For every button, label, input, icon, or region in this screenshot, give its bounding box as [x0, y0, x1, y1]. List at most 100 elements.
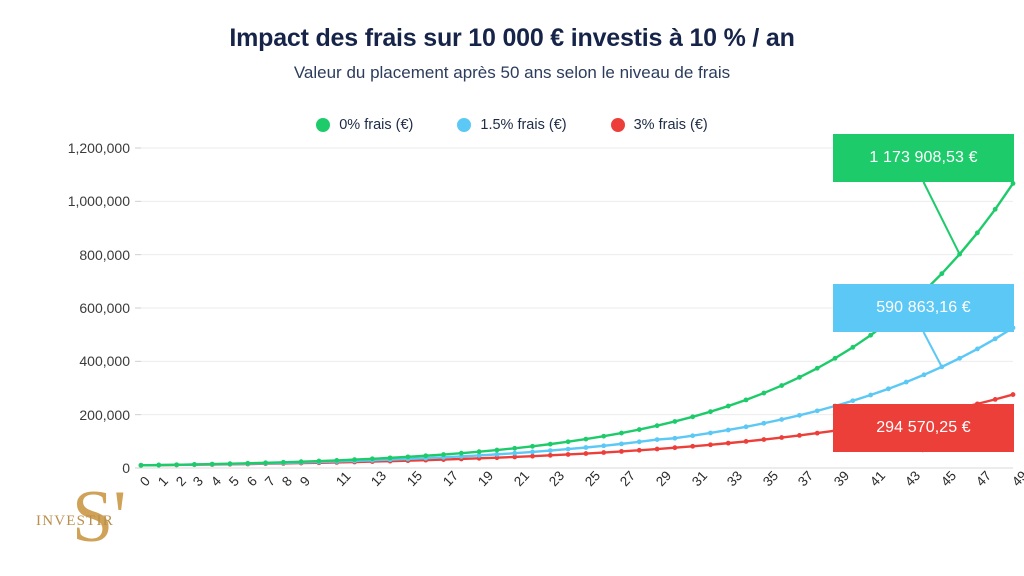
series-point [992, 206, 998, 212]
series-line [139, 182, 1015, 467]
chart-legend: 0% frais (€) 1.5% frais (€) 3% frais (€) [0, 117, 1024, 133]
legend-swatch-green [316, 118, 331, 132]
value-callout-1: 1 173 908,53 € [833, 134, 1014, 182]
series-point [458, 450, 464, 456]
x-tick-label: 49 [1009, 468, 1024, 490]
series-point [636, 439, 642, 445]
series-point [814, 408, 820, 414]
series-point [654, 423, 660, 429]
x-tick-label: 27 [617, 468, 639, 490]
series-point [654, 437, 660, 442]
y-tick-label: 800,000 [79, 246, 130, 263]
series-point [227, 461, 233, 467]
series-point [672, 435, 678, 441]
legend-label-15-frais: 1.5% frais (€) [480, 117, 567, 133]
series-point [209, 461, 215, 467]
x-tick-label: 4 [208, 473, 225, 490]
legend-item-3-frais[interactable]: 3% frais (€) [610, 117, 708, 133]
series-point [494, 451, 500, 457]
x-tick-label: 7 [261, 473, 278, 490]
series-point [797, 433, 802, 438]
x-tick-label: 13 [368, 468, 390, 490]
series-point [583, 445, 589, 450]
series-point [547, 452, 553, 458]
series-point [725, 440, 731, 446]
series-point [619, 441, 624, 447]
series-point [441, 452, 446, 457]
series-point [708, 442, 713, 448]
series-point [743, 424, 749, 430]
series-point [636, 427, 642, 432]
series-point [797, 374, 802, 380]
series-point [921, 372, 927, 378]
chart-subtitle: Valeur du placement après 50 ans selon l… [293, 62, 731, 82]
x-tick-label: 8 [279, 473, 296, 490]
x-tick-label: 9 [297, 473, 314, 490]
series-point [779, 383, 785, 388]
x-tick-label: 35 [759, 468, 782, 490]
y-axis: 0 200,000 400,000 600,000 800,000 1,000,000 1,… [30, 0, 130, 576]
series-point [654, 446, 660, 452]
series-point [583, 451, 589, 456]
x-tick-label: 17 [439, 468, 461, 490]
series-point [797, 412, 802, 418]
series-point [547, 448, 553, 453]
series-point [832, 355, 838, 361]
series-point [761, 390, 767, 396]
series-point [672, 445, 678, 451]
x-tick-label: 45 [937, 468, 960, 490]
series-point [725, 403, 731, 409]
chart-title: Impact des frais sur 10 000 € investis à… [229, 24, 795, 52]
x-tick-label: 39 [831, 468, 853, 490]
series-point [992, 336, 998, 342]
brand-logo: S' INVESTIR [34, 480, 154, 560]
series-point [476, 449, 482, 455]
legend-item-15-frais[interactable]: 1.5% frais (€) [457, 117, 567, 133]
x-tick-label: 1 [154, 473, 171, 490]
series-point [530, 453, 535, 459]
series-point [779, 435, 785, 440]
series-point [476, 453, 482, 458]
series-point [708, 409, 713, 415]
x-tick-label: 41 [866, 468, 888, 490]
x-tick-label: 31 [688, 468, 710, 490]
series-point [1010, 392, 1016, 397]
y-tick-label: 1,000,000 [67, 193, 130, 210]
series-point [174, 462, 179, 468]
series-point [530, 443, 535, 449]
series-point [334, 457, 340, 463]
value-callout-3: 294 570,25 € [833, 404, 1014, 452]
brand-logo-text: INVESTIR [36, 513, 114, 529]
legend-swatch-red [610, 118, 625, 132]
x-tick-label: 25 [581, 468, 604, 490]
series-point [743, 438, 749, 444]
series-point [565, 439, 571, 445]
series-point [280, 459, 286, 465]
x-tick-label: 29 [653, 468, 675, 490]
series-point [512, 454, 518, 460]
series-point [761, 420, 767, 426]
series-point [138, 462, 144, 468]
series-point [886, 386, 891, 392]
legend-swatch-blue [457, 118, 472, 132]
series-point [565, 446, 571, 452]
x-tick-label: 11 [332, 468, 354, 490]
series-point [975, 346, 980, 352]
series-point [316, 458, 322, 464]
value-callout-2: 590 863,16 € [833, 284, 1014, 332]
series-point [672, 419, 678, 424]
series-point [690, 433, 696, 439]
series-point [690, 443, 696, 449]
x-tick-label: 2 [172, 473, 189, 490]
series-point [512, 450, 518, 456]
series-point [405, 454, 411, 460]
x-tick-label: 15 [403, 468, 426, 490]
series-point [814, 430, 820, 436]
series-point [191, 462, 197, 467]
x-tick-label: 47 [973, 468, 995, 490]
series-point [903, 379, 909, 385]
callout-leader-line [922, 181, 961, 255]
legend-label-3-frais: 3% frais (€) [633, 117, 708, 133]
legend-item-0-frais[interactable]: 0% frais (€) [316, 117, 413, 133]
